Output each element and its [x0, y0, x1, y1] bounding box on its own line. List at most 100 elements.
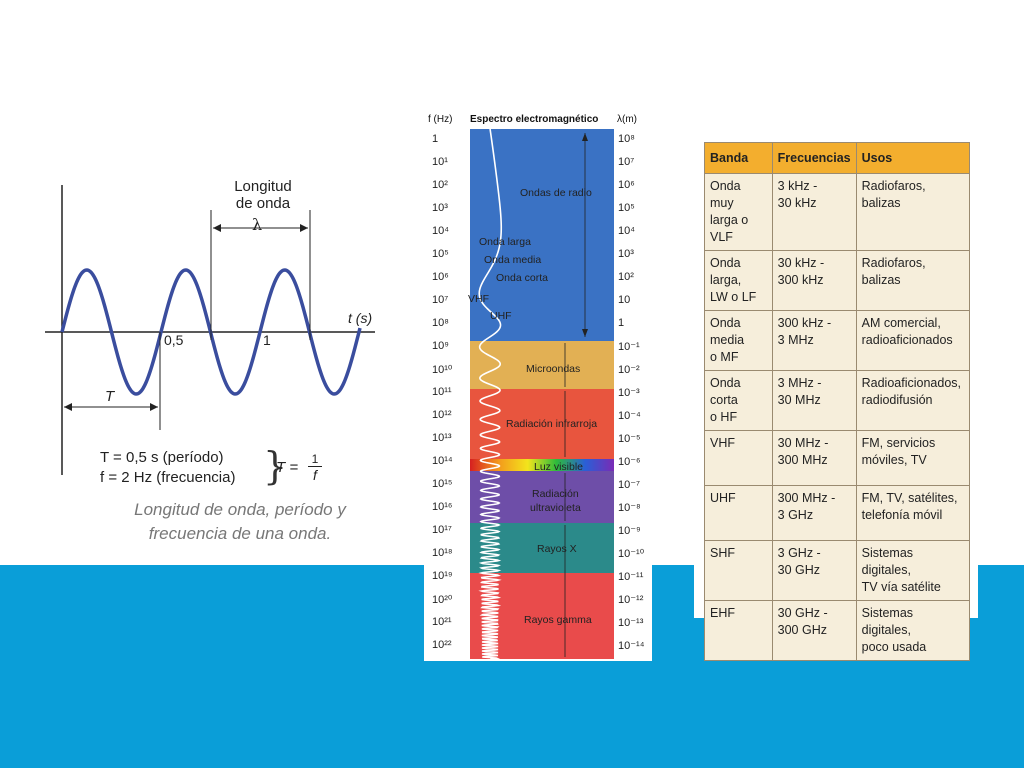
label-ir: Radiación infrarroja [506, 418, 598, 430]
freq-header: f (Hz) [428, 114, 453, 125]
cell-uses: FM, servicios móviles, TV [855, 430, 971, 486]
wavelength-tick: 10⁴ [618, 225, 635, 237]
table-row: Onda media o MF 300 kHz - 3 MHz AM comerci… [704, 310, 971, 371]
frequency-tick: 10¹⁵ [432, 478, 453, 490]
table-row: Onda larga, LW o LF 30 kHz - 300 kHz Radio… [704, 250, 971, 311]
spectrum-bar [470, 129, 614, 659]
cell-band: UHF [704, 485, 773, 541]
wavelength-tick: 10³ [618, 248, 634, 260]
cell-uses: Sistemas digitales, TV vía satélite [855, 540, 971, 601]
cell-band: SHF [704, 540, 773, 601]
wavelength-label: Longitud de onda [234, 178, 292, 212]
frequency-tick: 10¹⁷ [432, 524, 452, 536]
cell-frequencies: 3 kHz - 30 kHz [771, 173, 857, 251]
cell-frequencies: 30 GHz - 300 GHz [771, 600, 857, 661]
wavelength-tick: 10⁶ [618, 179, 635, 191]
frequency-tick: 10¹¹ [432, 386, 452, 398]
table-row: Onda muy larga o VLF 3 kHz - 30 kHz Radiof… [704, 173, 971, 251]
cell-uses: FM, TV, satélites, telefonía móvil [855, 485, 971, 541]
region-radio [470, 129, 614, 341]
frequency-tick: 10¹⁴ [432, 455, 453, 467]
wl-header: λ(m) [617, 114, 637, 125]
wavelength-tick: 10⁸ [618, 133, 635, 145]
table-row: Onda corta o HF 3 MHz - 30 MHz Radioaficio… [704, 370, 971, 431]
wavelength-tick: 10⁻³ [618, 387, 640, 399]
tick-half: 0,5 [164, 332, 184, 348]
period-label: T [105, 388, 115, 405]
frequency-tick: 10²⁰ [432, 594, 453, 606]
frequency-tick: 10¹³ [432, 432, 452, 444]
frequency-tick: 10¹ [432, 156, 448, 168]
cell-band: EHF [704, 600, 773, 661]
wavelength-tick: 10⁻¹¹ [618, 571, 644, 583]
cell-uses: Radiofaros, balizas [855, 250, 971, 311]
wavelength-tick: 10² [618, 271, 634, 283]
header-band: Banda [704, 142, 773, 174]
cell-uses: Sistemas digitales, poco usada [855, 600, 971, 661]
frequency-tick: 10⁸ [432, 317, 449, 329]
label-short: Onda corta [496, 272, 548, 284]
wavelength-tick: 10⁻⁵ [618, 433, 641, 445]
wavelength-tick: 10⁵ [618, 202, 635, 214]
formula-period: T = 0,5 s (período) [100, 449, 224, 466]
frequency-tick: 10⁹ [432, 340, 449, 352]
label-uv2: ultravioleta [530, 502, 581, 514]
wavelength-tick: 10⁻¹⁰ [618, 548, 645, 560]
wavelength-tick: 10⁻⁷ [618, 479, 641, 491]
cell-band: Onda corta o HF [704, 370, 773, 431]
tick-one: 1 [263, 332, 271, 348]
frequency-tick: 10¹⁶ [432, 501, 453, 513]
table-row: EHF 30 GHz - 300 GHz Sistemas digitales, p… [704, 600, 971, 661]
frequency-tick: 10²² [432, 639, 452, 651]
label-radio: Ondas de radio [520, 187, 592, 199]
frequency-tick: 10³ [432, 202, 448, 214]
brace: } [263, 444, 288, 488]
label-micro: Microondas [526, 363, 581, 375]
label-medium: Onda media [484, 254, 542, 266]
bands-table-panel: Banda Frecuencias Usos Onda muy larga o … [694, 133, 978, 661]
wavelength-tick: 10 [618, 294, 631, 306]
label-uv1: Radiación [532, 488, 579, 500]
spectrum-title: Espectro electromagnético [470, 114, 599, 125]
wave-svg [45, 185, 375, 475]
cell-frequencies: 300 kHz - 3 MHz [771, 310, 857, 371]
header-uses: Usos [855, 142, 971, 174]
header-frequencies: Frecuencias [771, 142, 857, 174]
frequency-tick: 10¹⁸ [432, 547, 453, 559]
table-row: UHF 300 MHz - 3 GHz FM, TV, satélites, tel… [704, 485, 971, 541]
wavelength-tick: 10⁻⁴ [618, 410, 641, 422]
region-visible [470, 459, 614, 471]
bands-table: Banda Frecuencias Usos Onda muy larga o … [704, 142, 971, 661]
frequency-tick: 1 [432, 133, 439, 145]
cell-frequencies: 30 kHz - 300 kHz [771, 250, 857, 311]
cell-uses: Radiofaros, balizas [855, 173, 971, 251]
label-visible: Luz visible [534, 461, 584, 473]
cell-uses: Radioaficionados, radiodifusión [855, 370, 971, 431]
cell-band: VHF [704, 430, 773, 486]
wavelength-tick: 10⁻⁹ [618, 525, 641, 537]
wavelength-tick: 10⁷ [618, 156, 635, 168]
label-uhf: UHF [490, 310, 512, 322]
table-row: SHF 3 GHz - 30 GHz Sistemas digitales, TV … [704, 540, 971, 601]
cell-frequencies: 300 MHz - 3 GHz [771, 485, 857, 541]
formula-frequency: f = 2 Hz (frecuencia) [100, 469, 236, 486]
cell-uses: AM comercial, radioaficionados [855, 310, 971, 371]
frequency-tick: 10⁶ [432, 271, 449, 283]
table-header-row: Banda Frecuencias Usos [704, 142, 971, 174]
wavelength-tick: 10⁻¹⁴ [618, 640, 645, 652]
wavelength-tick: 10⁻⁶ [618, 456, 641, 468]
label-gamma: Rayos gamma [524, 614, 592, 626]
formula-t: T = [276, 459, 299, 476]
cell-frequencies: 30 MHz - 300 MHz [771, 430, 857, 486]
label-long: Onda larga [479, 236, 531, 248]
frequency-tick: 10¹² [432, 409, 452, 421]
wavelength-tick: 1 [618, 317, 625, 329]
cell-frequencies: 3 GHz - 30 GHz [771, 540, 857, 601]
formula-fraction: 1 f [308, 452, 322, 483]
lambda-symbol: λ [252, 215, 263, 234]
table-row: VHF 30 MHz - 300 MHz FM, servicios móviles… [704, 430, 971, 486]
wavelength-tick: 10⁻² [618, 364, 640, 376]
wavelength-tick: 10⁻¹ [618, 341, 640, 353]
frequency-tick: 10¹⁰ [432, 364, 453, 376]
region-micro [470, 341, 614, 389]
